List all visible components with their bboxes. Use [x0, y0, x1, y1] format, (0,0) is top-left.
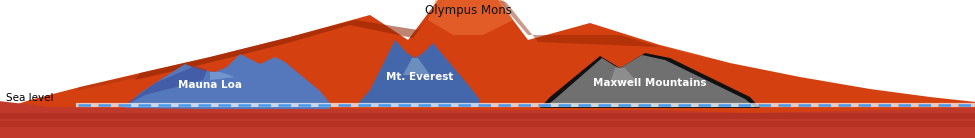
- Polygon shape: [545, 55, 755, 107]
- Polygon shape: [498, 0, 660, 47]
- Text: Maxwell Mountains: Maxwell Mountains: [593, 78, 707, 88]
- Polygon shape: [0, 100, 975, 138]
- Polygon shape: [75, 33, 320, 91]
- Polygon shape: [125, 66, 207, 105]
- Polygon shape: [355, 40, 480, 107]
- Polygon shape: [135, 0, 458, 80]
- Text: Sea level: Sea level: [6, 93, 54, 103]
- Polygon shape: [210, 72, 235, 80]
- Polygon shape: [428, 0, 513, 35]
- Polygon shape: [403, 58, 430, 75]
- Polygon shape: [610, 68, 638, 83]
- Polygon shape: [0, 121, 975, 127]
- Text: Mauna Loa: Mauna Loa: [178, 80, 242, 90]
- Text: Olympus Mons: Olympus Mons: [424, 4, 512, 17]
- Text: Mt. Everest: Mt. Everest: [386, 72, 453, 82]
- Polygon shape: [125, 54, 330, 110]
- Polygon shape: [0, 113, 975, 119]
- Polygon shape: [540, 53, 760, 108]
- Polygon shape: [660, 45, 710, 59]
